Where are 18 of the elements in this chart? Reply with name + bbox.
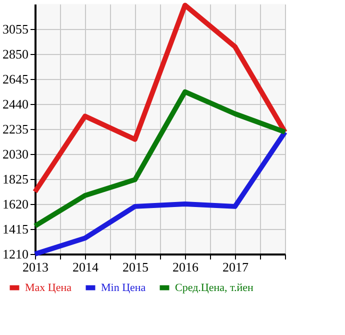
y-tick-label: 3055 — [2, 22, 28, 36]
y-tick-label: 1415 — [2, 222, 28, 236]
x-tick-label: 2013 — [22, 260, 48, 274]
x-tick-label: 2015 — [122, 260, 148, 274]
x-tick-label: 2014 — [72, 260, 99, 274]
y-tick-label: 2645 — [2, 72, 28, 86]
x-tick-label: 2017 — [222, 260, 249, 274]
y-tick-label: 1620 — [2, 196, 28, 212]
legend-label: Min Цена — [101, 282, 146, 294]
y-tick-label: 1825 — [2, 172, 28, 186]
y-tick-label: 2850 — [2, 46, 28, 62]
y-tick-label: 2235 — [2, 122, 28, 136]
legend-label: Max Цена — [25, 282, 72, 294]
y-tick-label: 2030 — [2, 146, 28, 162]
legend-label: Сред.Цена, т.йен — [175, 282, 254, 294]
x-tick-label: 2016 — [172, 260, 199, 274]
y-tick-label: 2440 — [2, 96, 28, 112]
y-tick-label: 1210 — [2, 246, 28, 262]
